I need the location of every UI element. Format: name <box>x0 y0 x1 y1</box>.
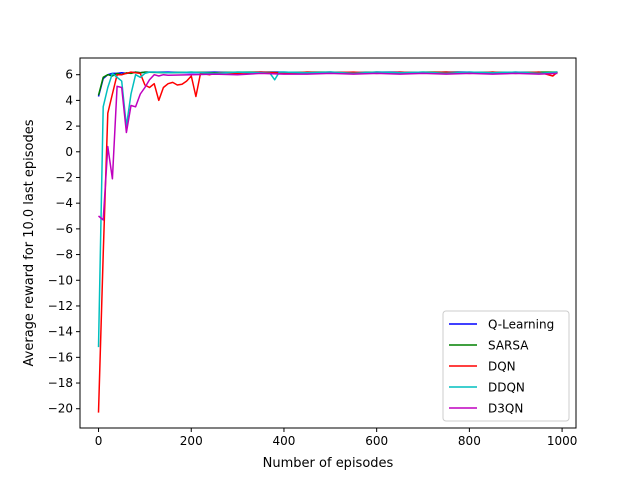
x-tick-label: 400 <box>273 434 296 448</box>
x-tick-label: 0 <box>95 434 103 448</box>
legend-frame <box>442 310 570 422</box>
y-tick-label: −4 <box>55 196 73 210</box>
y-axis-label: Average reward for 10.0 last episodes <box>22 119 37 366</box>
x-tick-label: 600 <box>365 434 388 448</box>
series-line-d3qn <box>98 72 558 221</box>
y-tick-label: 6 <box>65 68 73 82</box>
legend-label: D3QN <box>488 402 523 416</box>
x-axis-ticks: 0 200 400 600 800 1000 <box>95 428 578 448</box>
y-tick-label: 0 <box>65 145 73 159</box>
y-tick-label: −12 <box>48 299 73 313</box>
plot-frame <box>79 57 577 429</box>
y-tick-label: −14 <box>48 325 73 339</box>
x-tick-label: 200 <box>180 434 203 448</box>
legend-label: DDQN <box>488 381 525 395</box>
legend-label: SARSA <box>488 339 529 353</box>
y-tick-label: −18 <box>48 376 73 390</box>
y-tick-label: −8 <box>55 248 73 262</box>
legend-label: Q-Learning <box>488 318 554 332</box>
legend-label: DQN <box>488 360 516 374</box>
y-axis-ticks: 6 4 2 0 −2 −4 −6 −8 −10 −12 −14 −16 −18 −20 <box>48 68 80 416</box>
y-tick-label: −16 <box>48 350 73 364</box>
x-tick-label: 1000 <box>547 434 578 448</box>
y-tick-label: 2 <box>65 119 73 133</box>
y-tick-label: −10 <box>48 273 73 287</box>
x-tick-label: 800 <box>458 434 481 448</box>
y-tick-label: −6 <box>55 222 73 236</box>
y-tick-label: −2 <box>55 170 73 184</box>
y-tick-label: −20 <box>48 402 73 416</box>
y-tick-label: 4 <box>65 93 73 107</box>
legend: Q-Learning SARSA DQN DDQN D3QN <box>442 310 570 422</box>
series-layer <box>97 71 558 413</box>
x-axis-label: Number of episodes <box>263 456 394 471</box>
